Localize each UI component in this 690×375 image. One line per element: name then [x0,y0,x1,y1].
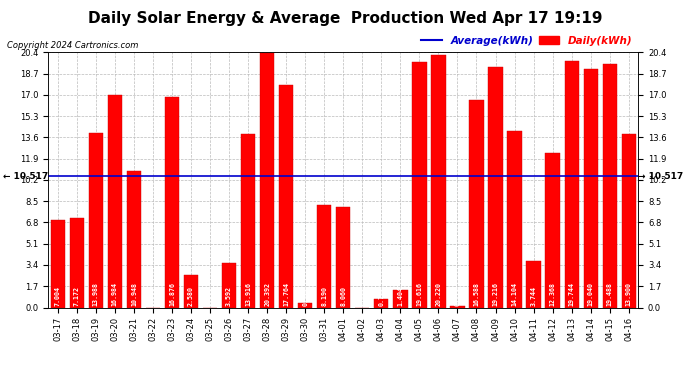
Bar [374,298,388,307]
Text: 12.368: 12.368 [550,282,555,306]
Bar [108,95,122,308]
Bar [260,53,275,308]
Bar [393,290,408,308]
Bar [489,67,502,308]
Text: 3.744: 3.744 [531,286,537,306]
Text: 8.060: 8.060 [340,286,346,306]
Text: 19.616: 19.616 [416,282,422,306]
Text: 0.368: 0.368 [302,286,308,306]
Text: 10.948: 10.948 [131,282,137,306]
Text: ← 10.517: ← 10.517 [3,171,48,180]
Text: 0.708: 0.708 [378,286,384,306]
Text: 7.004: 7.004 [55,286,61,306]
Bar [336,207,351,308]
Legend: Average(kWh), Daily(kWh): Average(kWh), Daily(kWh) [417,32,636,50]
Bar [50,220,65,308]
Bar [622,134,636,308]
Bar [602,64,617,308]
Bar [127,171,141,308]
Bar [412,62,426,308]
Text: 19.216: 19.216 [493,282,498,306]
Bar [507,131,522,308]
Bar [317,205,331,308]
Bar [241,134,255,308]
Bar [526,261,541,308]
Bar [564,61,579,308]
Text: Copyright 2024 Cartronics.com: Copyright 2024 Cartronics.com [7,41,138,50]
Text: 13.916: 13.916 [245,282,251,306]
Text: 14.104: 14.104 [511,282,518,306]
Text: 20.392: 20.392 [264,282,270,306]
Text: 0.000: 0.000 [207,286,213,306]
Text: 0.120: 0.120 [455,286,460,306]
Bar [469,100,484,308]
Text: 19.744: 19.744 [569,282,575,306]
Text: 0.000: 0.000 [359,286,365,306]
Bar [584,69,598,308]
Text: 0.000: 0.000 [150,286,156,306]
Text: 1.404: 1.404 [397,286,404,306]
Text: 19.488: 19.488 [607,282,613,306]
Text: Daily Solar Energy & Average  Production Wed Apr 17 19:19: Daily Solar Energy & Average Production … [88,11,602,26]
Text: 2.580: 2.580 [188,286,194,306]
Bar [451,306,464,308]
Text: 16.984: 16.984 [112,282,118,306]
Text: 16.876: 16.876 [169,282,175,306]
Text: 20.220: 20.220 [435,282,442,306]
Text: → 10.517: → 10.517 [638,171,684,180]
Text: 13.988: 13.988 [93,282,99,306]
Text: 13.900: 13.900 [626,282,632,306]
Text: 17.764: 17.764 [283,282,289,306]
Bar [222,262,236,308]
Bar [89,133,103,308]
Bar [279,86,293,308]
Text: 7.172: 7.172 [74,286,80,306]
Bar [431,55,446,308]
Text: 16.588: 16.588 [473,282,480,306]
Bar [298,303,313,307]
Bar [546,153,560,308]
Bar [184,275,198,308]
Bar [165,96,179,308]
Text: 3.592: 3.592 [226,286,232,306]
Text: 8.190: 8.190 [322,286,327,306]
Bar [70,218,84,308]
Text: 19.040: 19.040 [588,282,593,306]
